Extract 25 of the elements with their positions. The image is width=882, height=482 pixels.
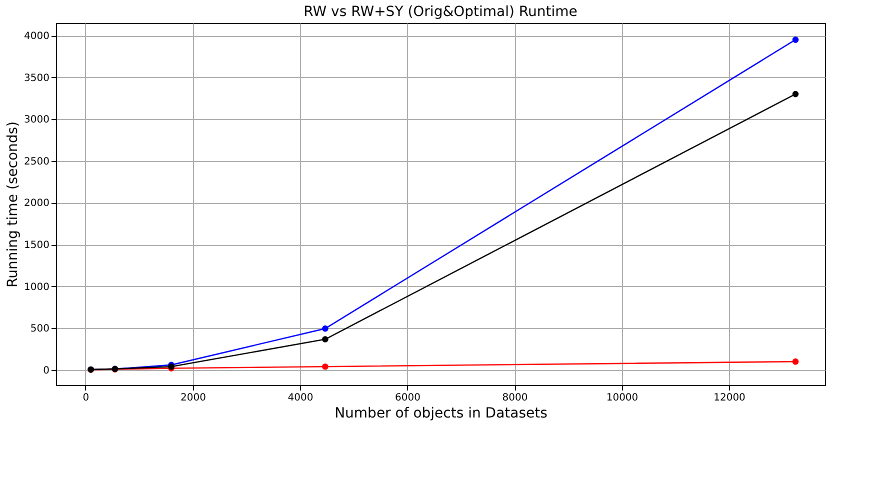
x-tick-label: 8000 — [502, 392, 528, 404]
y-tick-label: 0 — [43, 365, 50, 376]
point — [792, 90, 799, 98]
x-tick-label: 2000 — [180, 392, 206, 404]
point — [322, 325, 328, 332]
y-tick-label: 4000 — [24, 31, 50, 42]
x-tick-label: 12000 — [714, 392, 746, 404]
chart-title: RW vs RW+SY (Orig&Optimal) Runtime — [304, 4, 578, 20]
point — [322, 363, 328, 370]
y-tick-label: 3000 — [24, 114, 50, 126]
point — [792, 358, 799, 365]
y-tick-label: 500 — [30, 324, 50, 335]
x-tick-label: 0 — [82, 392, 90, 404]
y-tick-label: 2500 — [24, 156, 50, 168]
y-tick-label: 1500 — [24, 240, 50, 252]
x-tick-label: 10000 — [606, 392, 638, 404]
x-tick-label: 4000 — [288, 392, 314, 404]
x-tick-label: 6000 — [395, 392, 420, 404]
y-tick-label: 2000 — [24, 198, 50, 210]
x-axis-title: Number of objects in Datasets — [334, 406, 548, 422]
y-tick-label: 1000 — [24, 282, 50, 293]
point — [322, 336, 328, 342]
y-axis-title: Running time (seconds) — [5, 121, 22, 288]
y-tick-label: 3500 — [24, 72, 50, 84]
point — [792, 36, 799, 43]
